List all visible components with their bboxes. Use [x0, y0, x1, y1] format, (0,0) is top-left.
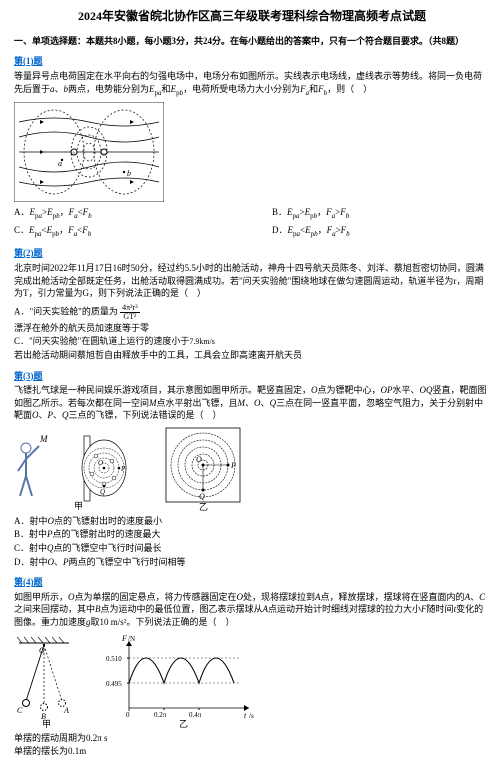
q2-option-c: C．"问天实验舱"在圆轨道上运行的速度小于7.9km/s [14, 335, 490, 348]
q2-option-a: A．"问天实验舱"的质量为 4π²r³GT² [14, 304, 490, 321]
q1-label: 第(1)题 [14, 55, 490, 68]
q3-option-a: A．射中O点的飞镖射出时的速度最小 [14, 515, 490, 528]
svg-text:0.2π: 0.2π [154, 711, 167, 719]
q3-options: A．射中O点的飞镖射出时的速度最小 B．射中P点的飞镖射出时的速度最大 C．射中… [14, 515, 490, 568]
q2-options: A．"问天实验舱"的质量为 4π²r³GT² 漂浮在舱外的航天员加速度等于零 C… [14, 304, 490, 362]
section-heading: 一、单项选择题：本题共8小题，每小题3分，共24分。在每小题给出的答案中，只有一… [14, 35, 490, 48]
q3-option-b: B．射中P点的飞镖射出时的速度最大 [14, 528, 490, 541]
svg-text:A: A [63, 706, 69, 715]
q3-body: 飞镖扎气球是一种民间娱乐游戏项目，其示意图如图甲所示。靶竖直固定，O点为镖靶中心… [14, 384, 490, 422]
q4-options: 单摆的摆动周期为0.2π s 单摆的摆长为0.1m [14, 732, 490, 758]
svg-text:t: t [244, 711, 247, 720]
svg-text:O: O [98, 459, 103, 467]
q2-body: 北京时间2022年11月17日16时50分，经过约5.5小时的出舱活动，神舟十四… [14, 262, 490, 300]
svg-text:0.495: 0.495 [106, 680, 122, 688]
svg-text:P: P [230, 461, 236, 470]
q3-option-c: C．射中Q点的飞镖空中飞行时间最长 [14, 542, 490, 555]
svg-text:F: F [121, 634, 127, 643]
svg-text:b: b [127, 169, 131, 178]
q2-label: 第(2)题 [14, 247, 490, 260]
svg-text:0: 0 [126, 711, 130, 719]
q1-options: A．Epa>Epb，Fa<Fb B．Epa>Epb，Fa>Fb C．Epa<Ep… [14, 206, 490, 239]
q4-option-a: 单摆的摆动周期为0.2π s [14, 732, 490, 745]
q1-body: 等量异号点电荷固定在水平向右的匀强电场中，电场分布如图所示。实线表示电场线，虚线… [14, 70, 490, 98]
svg-text:0.4π: 0.4π [189, 711, 202, 719]
q4-figure: O C B A 甲 F/N t/s 0.510 0.495 0 0.2π [14, 633, 490, 728]
q3-fig-jia-label: 甲 [74, 501, 83, 511]
svg-text:甲: 甲 [42, 719, 51, 728]
q1-option-a: A．Epa>Epb，Fa<Fb [14, 206, 232, 222]
svg-text:0.510: 0.510 [106, 655, 122, 663]
q2-option-d: 若出舱活动期间蔡旭哲自由释放手中的工具，工具会立即高速离开航天员 [14, 349, 490, 362]
svg-text:Q: Q [100, 488, 105, 496]
svg-text:P: P [120, 465, 126, 473]
svg-text:O: O [196, 455, 202, 464]
q3-label: 第(3)题 [14, 370, 490, 383]
q4-body: 如图甲所示，O点为单摆的固定悬点，将力传感器固定在O处，现将摆球拉到A点，释放摆… [14, 591, 490, 629]
q1-option-d: D．Epa<Epb，Fa>Fb [272, 224, 490, 240]
page-title: 2024年安徽省皖北协作区高三年级联考理科综合物理高频考点试题 [14, 8, 490, 25]
q2-option-b: 漂浮在舱外的航天员加速度等于零 [14, 322, 490, 335]
q3-figure: M O P Q 甲 O P Q 乙 [14, 426, 490, 511]
svg-text:Q: Q [199, 492, 205, 501]
q1-option-c: C．Epa<Epb，Fa<Fb [14, 224, 232, 240]
q1-figure: + – a b [14, 102, 490, 202]
q4-label: 第(4)题 [14, 576, 490, 589]
svg-text:a: a [58, 159, 62, 168]
svg-text:C: C [17, 706, 23, 715]
svg-text:乙: 乙 [199, 502, 208, 511]
q3-option-d: D．射中O、P两点的飞镖空中飞行时间相等 [14, 556, 490, 569]
svg-text:M: M [39, 434, 48, 444]
svg-text:/N: /N [128, 635, 135, 643]
q1-option-b: B．Epa>Epb，Fa>Fb [272, 206, 490, 222]
q4-option-b: 单摆的摆长为0.1m [14, 745, 490, 758]
svg-text:乙: 乙 [179, 719, 188, 728]
